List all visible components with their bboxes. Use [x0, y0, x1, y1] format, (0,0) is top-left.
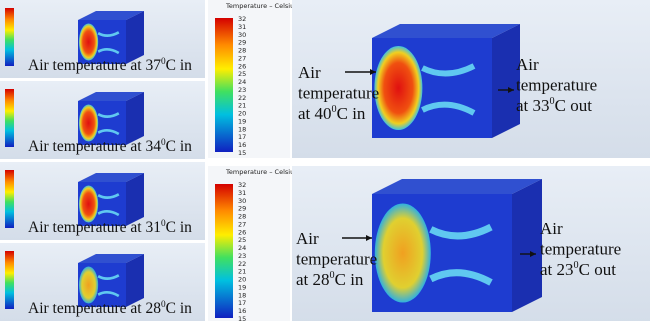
outlet-caption-line: temperature — [540, 239, 621, 258]
caption-text: at 23 — [540, 260, 574, 279]
colorbar-title: Temperature – Celsius — [225, 168, 298, 176]
colorbar-label: 22 — [238, 94, 246, 102]
colorbar-label: 15 — [238, 149, 246, 157]
colorbar-label: 26 — [238, 62, 246, 70]
colorbar-label: 28 — [238, 47, 246, 55]
colorbar-label: 28 — [238, 213, 246, 221]
caption-tail: C in — [166, 57, 193, 74]
heat-zone — [374, 46, 422, 130]
heat-zone — [79, 24, 98, 61]
mini-colorbar — [5, 8, 14, 66]
inlet-caption-line: Air — [298, 63, 321, 82]
caption-text: at 40 — [298, 104, 332, 123]
colorbar-label: 30 — [238, 197, 246, 205]
caption-tail: C out — [579, 260, 617, 279]
colorbar-label: 20 — [238, 276, 246, 284]
colorbar — [215, 184, 233, 318]
left-caption: Air temperature at 340C in — [28, 138, 192, 155]
caption-tail: C in — [166, 138, 193, 155]
colorbar-label: 15 — [238, 315, 246, 321]
colorbar-label: 25 — [238, 70, 246, 78]
mini-colorbar — [5, 89, 14, 147]
colorbar-label: 31 — [238, 23, 246, 31]
caption-text: Air temperature at 37 — [28, 57, 161, 74]
colorbar-label: 23 — [238, 252, 246, 260]
colorbar-label: 16 — [238, 307, 246, 315]
heat-zone — [79, 186, 98, 223]
colorbar-label: 21 — [238, 268, 246, 276]
heat-zone — [375, 203, 431, 302]
colorbar-label: 26 — [238, 228, 246, 236]
mini-colorbar — [5, 251, 14, 309]
inlet-caption-line: temperature — [296, 249, 377, 268]
box-side — [512, 179, 542, 312]
mini-colorbar — [5, 170, 14, 228]
left-caption: Air temperature at 310C in — [28, 219, 192, 236]
inlet-caption-line: temperature — [298, 83, 379, 102]
caption-tail: C in — [335, 270, 364, 289]
colorbar — [215, 18, 233, 152]
colorbar-label: 27 — [238, 54, 246, 62]
colorbar-label: 25 — [238, 236, 246, 244]
colorbar-label: 32 — [238, 15, 246, 23]
colorbar-label: 27 — [238, 220, 246, 228]
colorbar-label: 20 — [238, 110, 246, 118]
colorbar-title: Temperature – Celsius — [225, 2, 298, 10]
caption-text: at 28 — [296, 270, 330, 289]
inlet-caption-line: Air — [296, 229, 319, 248]
caption-text: at 33 — [516, 96, 550, 115]
colorbar-label: 17 — [238, 133, 246, 141]
caption-text: Air temperature at 34 — [28, 138, 161, 155]
caption-text: Air temperature at 28 — [28, 300, 161, 317]
colorbar-label: 18 — [238, 291, 246, 299]
caption-tail: C in — [337, 104, 366, 123]
colorbar-label: 19 — [238, 117, 246, 125]
outlet-caption-line: Air — [516, 55, 539, 74]
colorbar-label: 22 — [238, 260, 246, 268]
colorbar-label: 17 — [238, 299, 246, 307]
left-caption: Air temperature at 370C in — [28, 57, 192, 74]
colorbar-label: 16 — [238, 141, 246, 149]
colorbar-label: 21 — [238, 102, 246, 110]
figure: Air temperature at 370C inAir temperatur… — [0, 0, 650, 321]
colorbar-label: 19 — [238, 283, 246, 291]
heat-zone — [79, 105, 98, 142]
caption-tail: C in — [166, 300, 193, 317]
colorbar-label: 29 — [238, 39, 246, 47]
outlet-caption-line: at 330C out — [516, 96, 592, 115]
colorbar-label: 23 — [238, 86, 246, 94]
colorbar-label: 31 — [238, 189, 246, 197]
heat-zone — [79, 267, 98, 304]
colorbar-label: 18 — [238, 125, 246, 133]
outlet-caption-line: Air — [540, 219, 563, 238]
left-caption: Air temperature at 280C in — [28, 300, 192, 317]
caption-text: Air temperature at 31 — [28, 219, 161, 236]
outlet-caption-line: at 230C out — [540, 260, 616, 279]
colorbar-label: 32 — [238, 181, 246, 189]
outlet-caption-line: temperature — [516, 75, 597, 94]
colorbar-label: 24 — [238, 78, 246, 86]
colorbar-label: 30 — [238, 31, 246, 39]
caption-tail: C out — [555, 96, 593, 115]
caption-tail: C in — [166, 219, 193, 236]
colorbar-label: 29 — [238, 205, 246, 213]
colorbar-label: 24 — [238, 244, 246, 252]
